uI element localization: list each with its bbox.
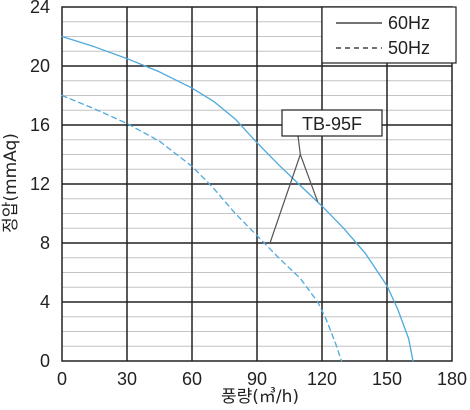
series-line-50hz [61,94,343,362]
y-axis-title: 정압(mmAq) [1,133,21,233]
y-tick-label: 8 [40,233,50,253]
callout-leader-line [269,154,301,244]
legend-box [321,6,457,64]
y-tick-label: 12 [30,174,50,194]
x-tick-label: 0 [57,369,67,389]
y-tick-label: 20 [30,56,50,76]
x-tick-label: 90 [247,369,267,389]
x-axis-title: 풍량(㎥/h) [221,387,299,407]
y-tick-label: 0 [40,351,50,371]
callout-layer: TB-95F [269,109,383,244]
y-tick-label: 24 [30,0,50,17]
y-tick-label: 16 [30,115,50,135]
x-tick-label: 30 [117,369,137,389]
series-layer [61,35,414,362]
callout-box [281,109,383,137]
legend-label-50hz: 50Hz [388,38,430,58]
callout-leader-line [299,154,319,202]
x-tick-labels: 0 30 60 90 120 150 180 [57,369,467,389]
legend: 60Hz 50Hz [321,6,457,64]
callout-label: TB-95F [302,114,362,134]
y-tick-labels: 0 4 8 12 16 20 24 [30,0,50,371]
x-tick-label: 60 [182,369,202,389]
plot-frame [61,6,453,362]
callout-connector [297,135,301,155]
major-gridlines [62,7,452,361]
x-tick-label: 150 [372,369,402,389]
x-tick-label: 180 [437,369,467,389]
series-line-60hz [61,35,414,362]
y-tick-label: 4 [40,292,50,312]
x-tick-label: 120 [307,369,337,389]
legend-label-60hz: 60Hz [388,13,430,33]
